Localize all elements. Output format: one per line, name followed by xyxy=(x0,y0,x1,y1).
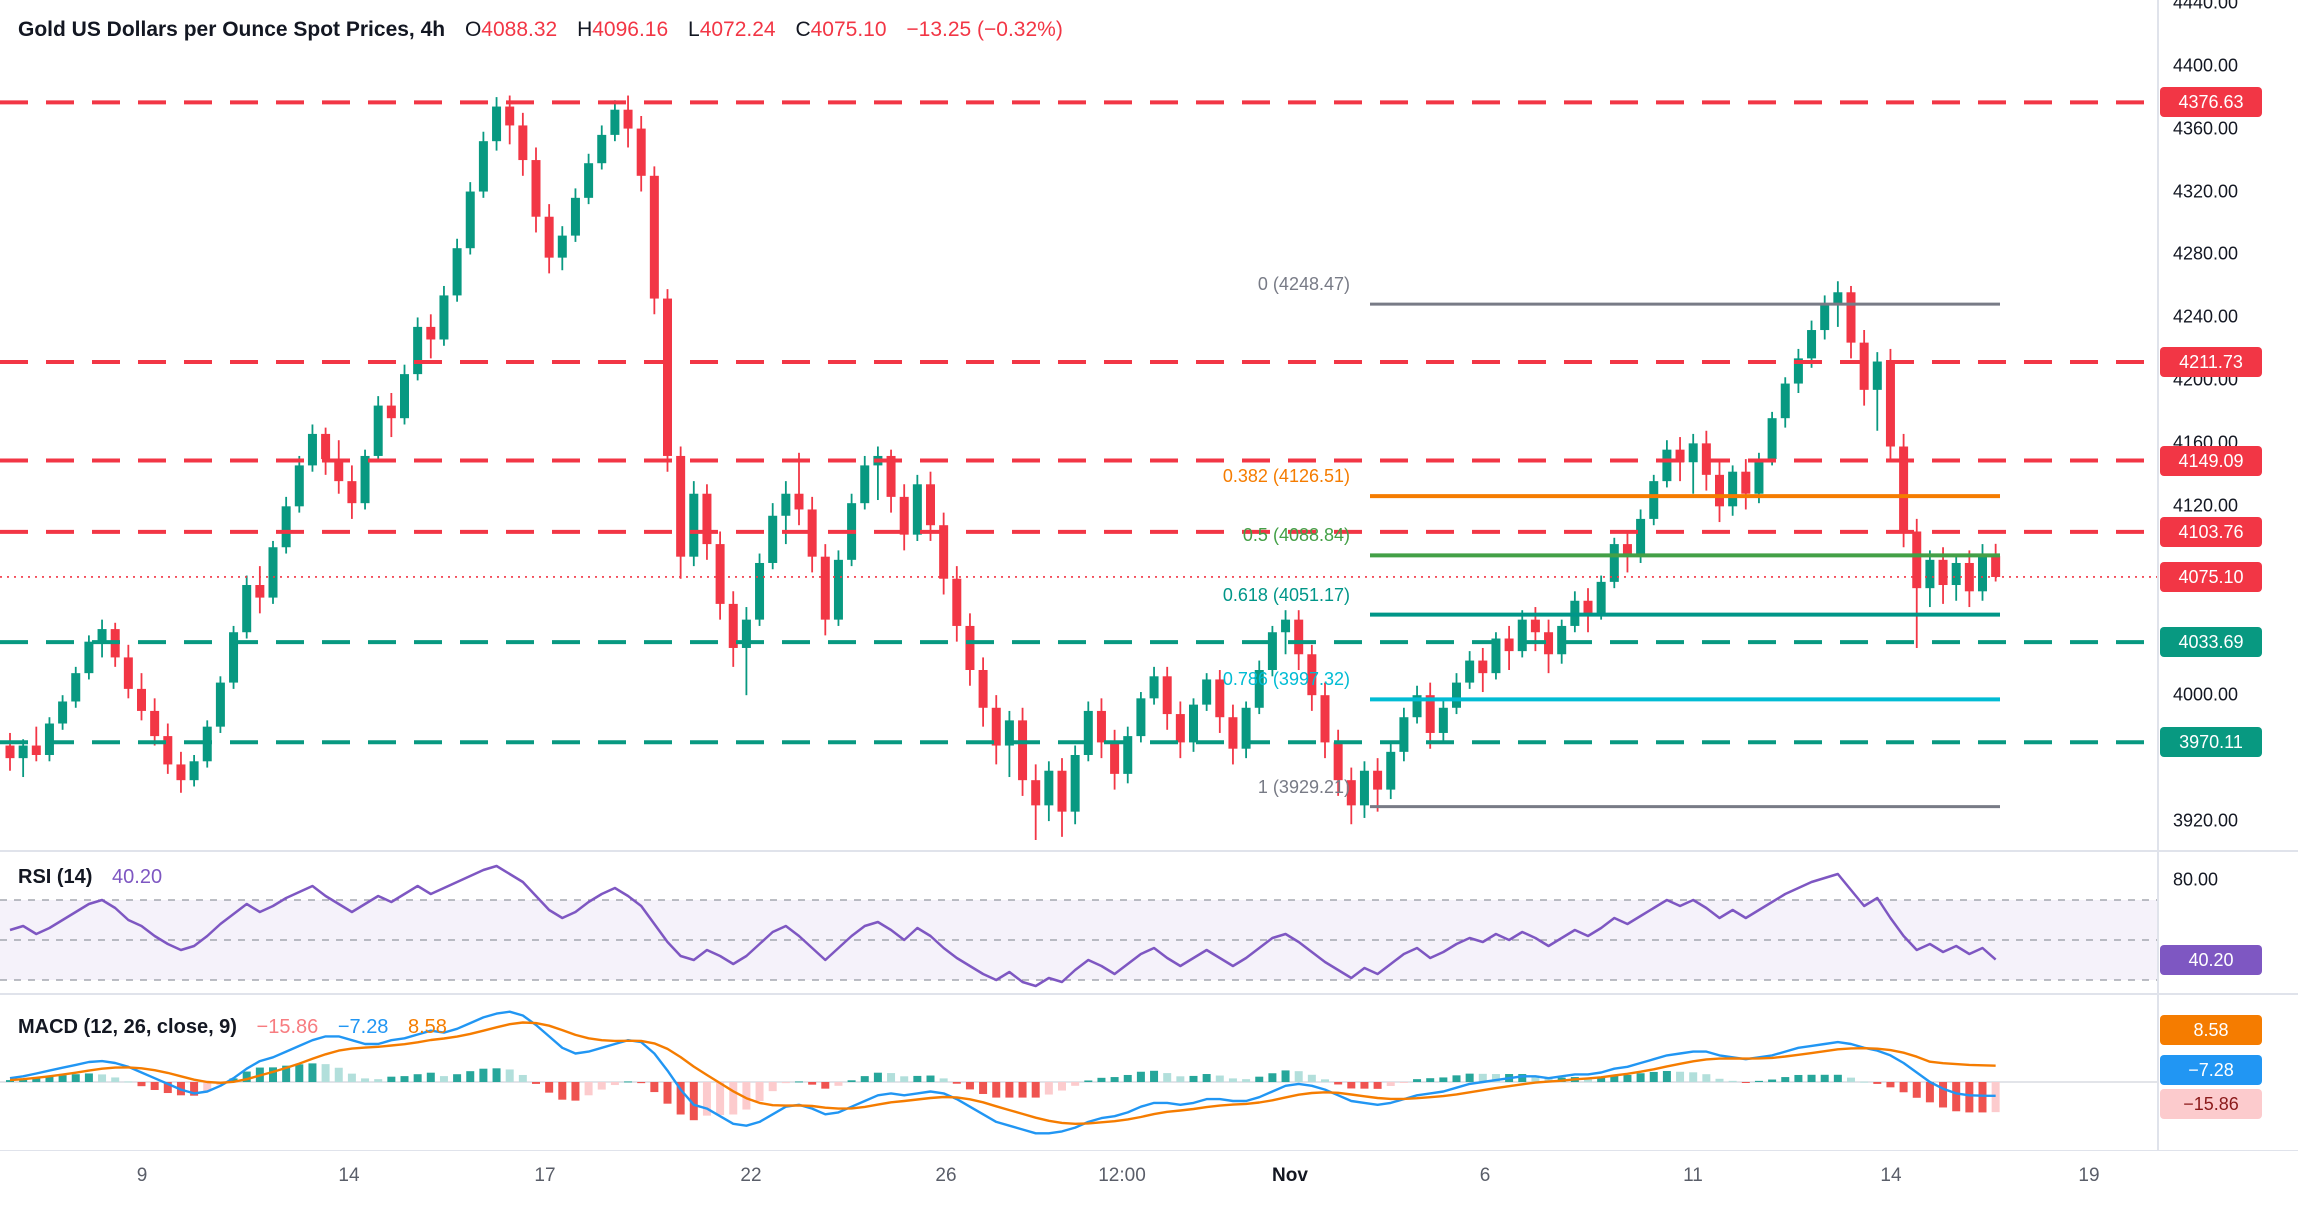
price-tick: 4000.00 xyxy=(2173,684,2239,705)
open-value: O4088.32 xyxy=(464,18,558,41)
pane-separator[interactable] xyxy=(0,850,2298,852)
macd-hist-value: −15.86 xyxy=(256,1016,319,1038)
price-tick: 3920.00 xyxy=(2173,810,2239,831)
price-tick: 4120.00 xyxy=(2173,495,2239,516)
macd-pane-legend[interactable]: MACD (12, 26, close, 9) −15.86 −7.28 8.5… xyxy=(18,1016,461,1039)
time-label: 26 xyxy=(935,1165,957,1186)
price-tick: 4400.00 xyxy=(2173,55,2239,76)
macd-title: MACD (12, 26, close, 9) xyxy=(18,1016,237,1038)
macd-badge: 8.58 xyxy=(2160,1015,2262,1045)
chart-title: Gold US Dollars per Ounce Spot Prices, 4… xyxy=(18,18,446,41)
price-scale-border xyxy=(2157,0,2159,1206)
macd-badge: −7.28 xyxy=(2160,1055,2262,1085)
time-label: 6 xyxy=(1479,1165,1491,1186)
time-label: 14 xyxy=(1880,1165,1902,1186)
macd-badge: −15.86 xyxy=(2160,1089,2262,1119)
rsi-pane-legend[interactable]: RSI (14) 40.20 xyxy=(18,866,176,889)
macd-line-value: −7.28 xyxy=(337,1016,389,1038)
time-label: 12:00 xyxy=(1098,1165,1146,1186)
price-badge: 4103.76 xyxy=(2160,516,2262,547)
price-badge: 4376.63 xyxy=(2160,87,2262,118)
price-badge: 3970.11 xyxy=(2160,727,2262,758)
fib-level-label: 0 (4248.47) xyxy=(1257,274,1350,295)
main-pane-legend[interactable]: Gold US Dollars per Ounce Spot Prices, 4… xyxy=(18,18,1077,42)
time-label: 9 xyxy=(136,1165,148,1186)
price-tick: 4240.00 xyxy=(2173,306,2239,327)
low-value: L4072.24 xyxy=(688,18,776,41)
time-label: 11 xyxy=(1683,1165,1703,1186)
price-badge: 4149.09 xyxy=(2160,445,2262,476)
rsi-title: RSI (14) xyxy=(18,866,93,888)
time-label: 19 xyxy=(2078,1165,2100,1186)
price-tick: 4280.00 xyxy=(2173,243,2239,264)
price-badge: 4211.73 xyxy=(2160,346,2262,377)
fib-level-label: 0.786 (3997.32) xyxy=(1222,669,1350,690)
fib-level-label: 1 (3929.21) xyxy=(1257,776,1350,797)
rsi-badge: 40.20 xyxy=(2160,944,2262,975)
time-label: 17 xyxy=(534,1165,556,1186)
pane-separator[interactable] xyxy=(0,993,2298,995)
fib-level-label: 0.618 (4051.17) xyxy=(1222,584,1350,605)
macd-signal-value: 8.58 xyxy=(408,1016,447,1038)
time-scale[interactable]: 9 14 17 22 26 12:00 Nov 6 11 14 19 xyxy=(0,1151,2298,1206)
time-label: 22 xyxy=(740,1165,762,1186)
rsi-tick: 80.00 xyxy=(2173,869,2219,890)
change-value: −13.25 (−0.32%) xyxy=(906,18,1063,41)
price-badge: 4033.69 xyxy=(2160,627,2262,658)
fib-level-label: 0.5 (4088.84) xyxy=(1242,525,1350,546)
fib-level-label: 0.382 (4126.51) xyxy=(1222,466,1350,487)
high-value: H4096.16 xyxy=(577,18,669,41)
price-scale[interactable]: 4440.00 4400.00 4360.00 4320.00 4280.00 4240.… xyxy=(2157,0,2298,1206)
time-label: 14 xyxy=(338,1165,360,1186)
rsi-value: 40.20 xyxy=(112,866,163,888)
price-tick: 4440.00 xyxy=(2173,0,2239,13)
price-tick: 4320.00 xyxy=(2173,181,2239,202)
price-tick: 4360.00 xyxy=(2173,118,2239,139)
time-label: Nov xyxy=(1272,1165,1308,1186)
price-badge: 4075.10 xyxy=(2160,561,2262,592)
close-value: C4075.10 xyxy=(795,18,887,41)
